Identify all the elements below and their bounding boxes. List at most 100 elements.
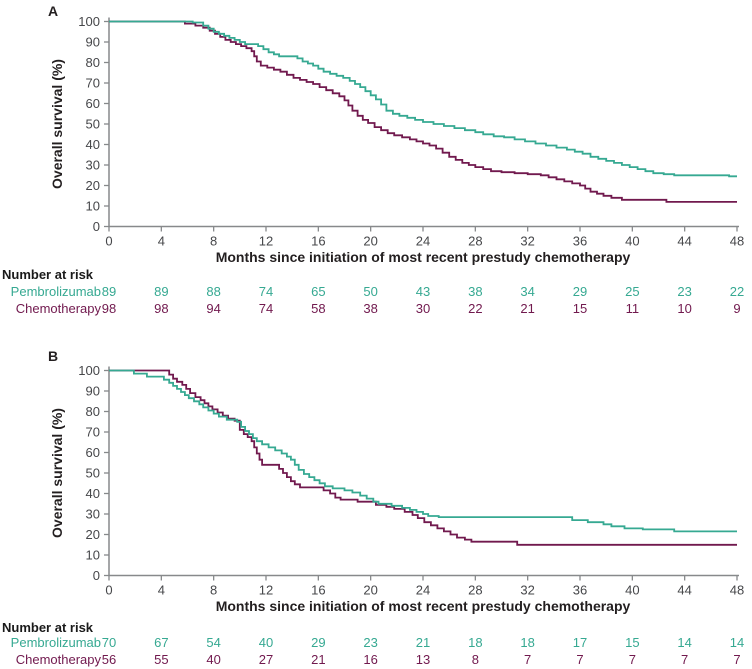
y-tick-label: 60 [86,445,100,460]
risk-number: 17 [572,635,588,650]
risk-number: 50 [363,284,378,299]
risk-number: 11 [625,301,640,316]
risk-number: 55 [154,652,169,667]
y-tick-label: 0 [93,219,100,234]
risk-row-chemotherapy-a: Chemotherapy 98 98 94 74 58 38 30 22 21 15 11 10 9 [0,301,752,317]
risk-number: 43 [415,284,431,299]
risk-number: 54 [206,635,221,650]
risk-number: 10 [677,301,692,316]
y-axis-title-panel-a: Overall survival (%) [49,59,65,189]
x-tick-label: 40 [625,234,639,249]
x-tick-label: 48 [730,583,744,598]
y-tick-label: 20 [86,527,100,542]
y-axis-title-panel-b: Overall survival (%) [49,408,65,538]
risk-number: 74 [258,284,274,299]
number-at-risk-heading-panel-b: Number at risk [2,620,94,635]
risk-number: 22 [729,284,745,299]
y-tick-label: 70 [86,76,100,91]
risk-number: 16 [363,652,378,667]
risk-row-label: Pembrolizumab [10,284,101,299]
y-tick-label: 40 [86,486,100,501]
risk-number: 40 [258,635,274,650]
y-tick-label: 50 [86,466,100,481]
risk-number: 38 [363,301,378,316]
y-tick-label: 80 [86,55,100,70]
risk-number: 8 [471,652,479,667]
y-tick-label: 100 [78,14,100,29]
km-curve-pembrolizumab-a [109,20,737,178]
x-tick-label: 24 [416,234,430,249]
risk-number: 34 [520,284,535,299]
x-tick-label: 8 [210,234,217,249]
risk-number: 88 [206,284,221,299]
x-tick-label: 8 [210,583,217,598]
y-tick-label: 30 [86,507,100,522]
y-tick-label: 10 [86,548,100,563]
y-tick-label: 80 [86,404,100,419]
risk-number: 89 [101,284,117,299]
number-at-risk-heading-panel-a: Number at risk [2,267,94,282]
x-tick-label: 4 [158,234,165,249]
risk-number: 18 [520,635,535,650]
panel-b-label: B [47,348,59,364]
risk-row-pembrolizumab-b: Pembrolizumab 70 67 54 40 29 23 21 18 18 17 15 14 14 [0,635,752,651]
risk-number: 15 [625,635,640,650]
x-tick-label: 36 [573,583,587,598]
y-tick-label: 90 [86,35,100,50]
risk-number: 9 [733,301,741,316]
km-curve-chemotherapy-a [109,20,737,203]
risk-number: 18 [468,635,483,650]
risk-number: 22 [468,301,483,316]
y-tick-label: 10 [86,199,100,214]
x-tick-label: 0 [105,583,112,598]
x-tick-label: 28 [468,234,482,249]
x-tick-label: 24 [416,583,430,598]
risk-number: 94 [206,301,221,316]
risk-row-chemotherapy-b: Chemotherapy 56 55 40 27 21 16 13 8 7 7 7 7 7 [0,652,752,668]
x-tick-label: 0 [105,234,112,249]
y-tick-label: 60 [86,96,100,111]
y-tick-label: 20 [86,178,100,193]
risk-number: 21 [520,301,535,316]
risk-number: 15 [572,301,588,316]
risk-row-label: Chemotherapy [15,301,101,316]
y-tick-label: 0 [93,568,100,583]
x-tick-label: 28 [468,583,482,598]
risk-number: 98 [101,301,117,316]
risk-number: 7 [733,652,741,667]
risk-number: 7 [628,652,636,667]
x-tick-label: 20 [363,234,377,249]
x-tick-label: 48 [730,234,744,249]
risk-number: 7 [681,652,689,667]
x-tick-label: 36 [573,234,587,249]
km-curve-pembrolizumab-b [109,369,737,533]
y-tick-label: 40 [86,137,100,152]
y-tick-label: 50 [86,117,100,132]
x-tick-label: 44 [677,234,691,249]
risk-number: 21 [311,652,326,667]
risk-number: 56 [101,652,117,667]
risk-number: 21 [415,635,431,650]
x-tick-label: 16 [311,583,325,598]
risk-number: 14 [677,635,692,650]
y-tick-label: 70 [86,425,100,440]
risk-number: 13 [415,652,431,667]
x-tick-label: 32 [520,583,534,598]
x-tick-label: 16 [311,234,325,249]
km-curve-chemotherapy-b [109,369,737,546]
risk-number: 40 [206,652,221,667]
risk-number: 67 [154,635,169,650]
y-tick-label: 30 [86,158,100,173]
risk-row-pembrolizumab-a: Pembrolizumab 89 89 88 74 65 50 43 38 34 29 25 23 22 [0,284,752,300]
x-tick-label: 12 [259,234,273,249]
x-tick-label: 12 [259,583,273,598]
y-tick-label: 100 [78,363,100,378]
x-axis-title-panel-b: Months since initiation of most recent p… [215,598,631,614]
x-tick-label: 4 [158,583,165,598]
x-axis-title-panel-a: Months since initiation of most recent p… [215,249,631,265]
risk-number: 7 [576,652,584,667]
risk-number: 29 [572,284,588,299]
risk-row-label: Pembrolizumab [10,635,101,650]
